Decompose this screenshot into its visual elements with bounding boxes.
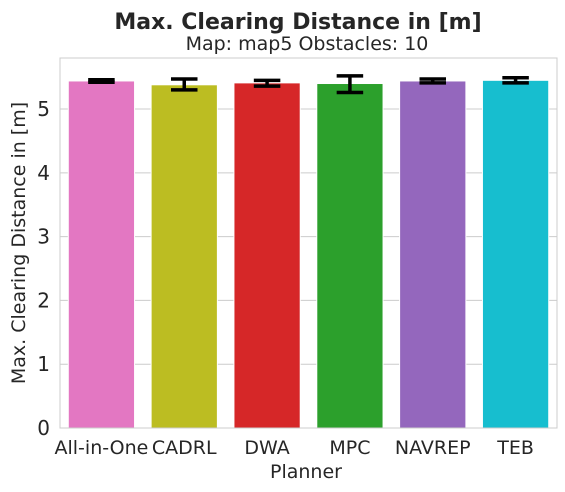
y-tick-label: 1 — [37, 352, 50, 376]
y-tick-label: 0 — [37, 416, 50, 440]
x-tick-label: MPC — [329, 437, 370, 459]
y-tick-labels: 0 1 2 3 4 5 — [37, 97, 50, 440]
y-tick-label: 3 — [37, 225, 50, 249]
bar-navrep — [399, 80, 467, 429]
bar-cadrl — [150, 84, 218, 429]
bars — [67, 79, 550, 429]
y-tick-label: 2 — [37, 288, 50, 312]
x-axis-label: Planner — [270, 461, 342, 483]
x-tick-label: CADRL — [152, 437, 217, 459]
chart-title: Max. Clearing Distance in [m] — [114, 10, 481, 35]
bar-dwa — [233, 82, 301, 429]
chart-subtitle: Map: map5 Obstacles: 10 — [186, 33, 429, 55]
x-tick-label: TEB — [496, 437, 534, 459]
bar-mpc — [316, 83, 384, 429]
x-tick-label: NAVREP — [395, 437, 471, 459]
bar-all-in-one — [67, 80, 136, 429]
error-bars — [88, 74, 529, 95]
y-tick-label: 5 — [37, 97, 50, 121]
plot-frame — [59, 57, 558, 429]
bar-teb — [481, 79, 550, 429]
x-tick-label: DWA — [244, 437, 289, 459]
x-tick-labels: All-in-One CADRL DWA MPC NAVREP TEB — [55, 437, 534, 459]
x-tick-label: All-in-One — [55, 437, 149, 459]
y-axis-label: Max. Clearing Distance in [m] — [8, 102, 30, 384]
y-tick-label: 4 — [37, 161, 50, 185]
